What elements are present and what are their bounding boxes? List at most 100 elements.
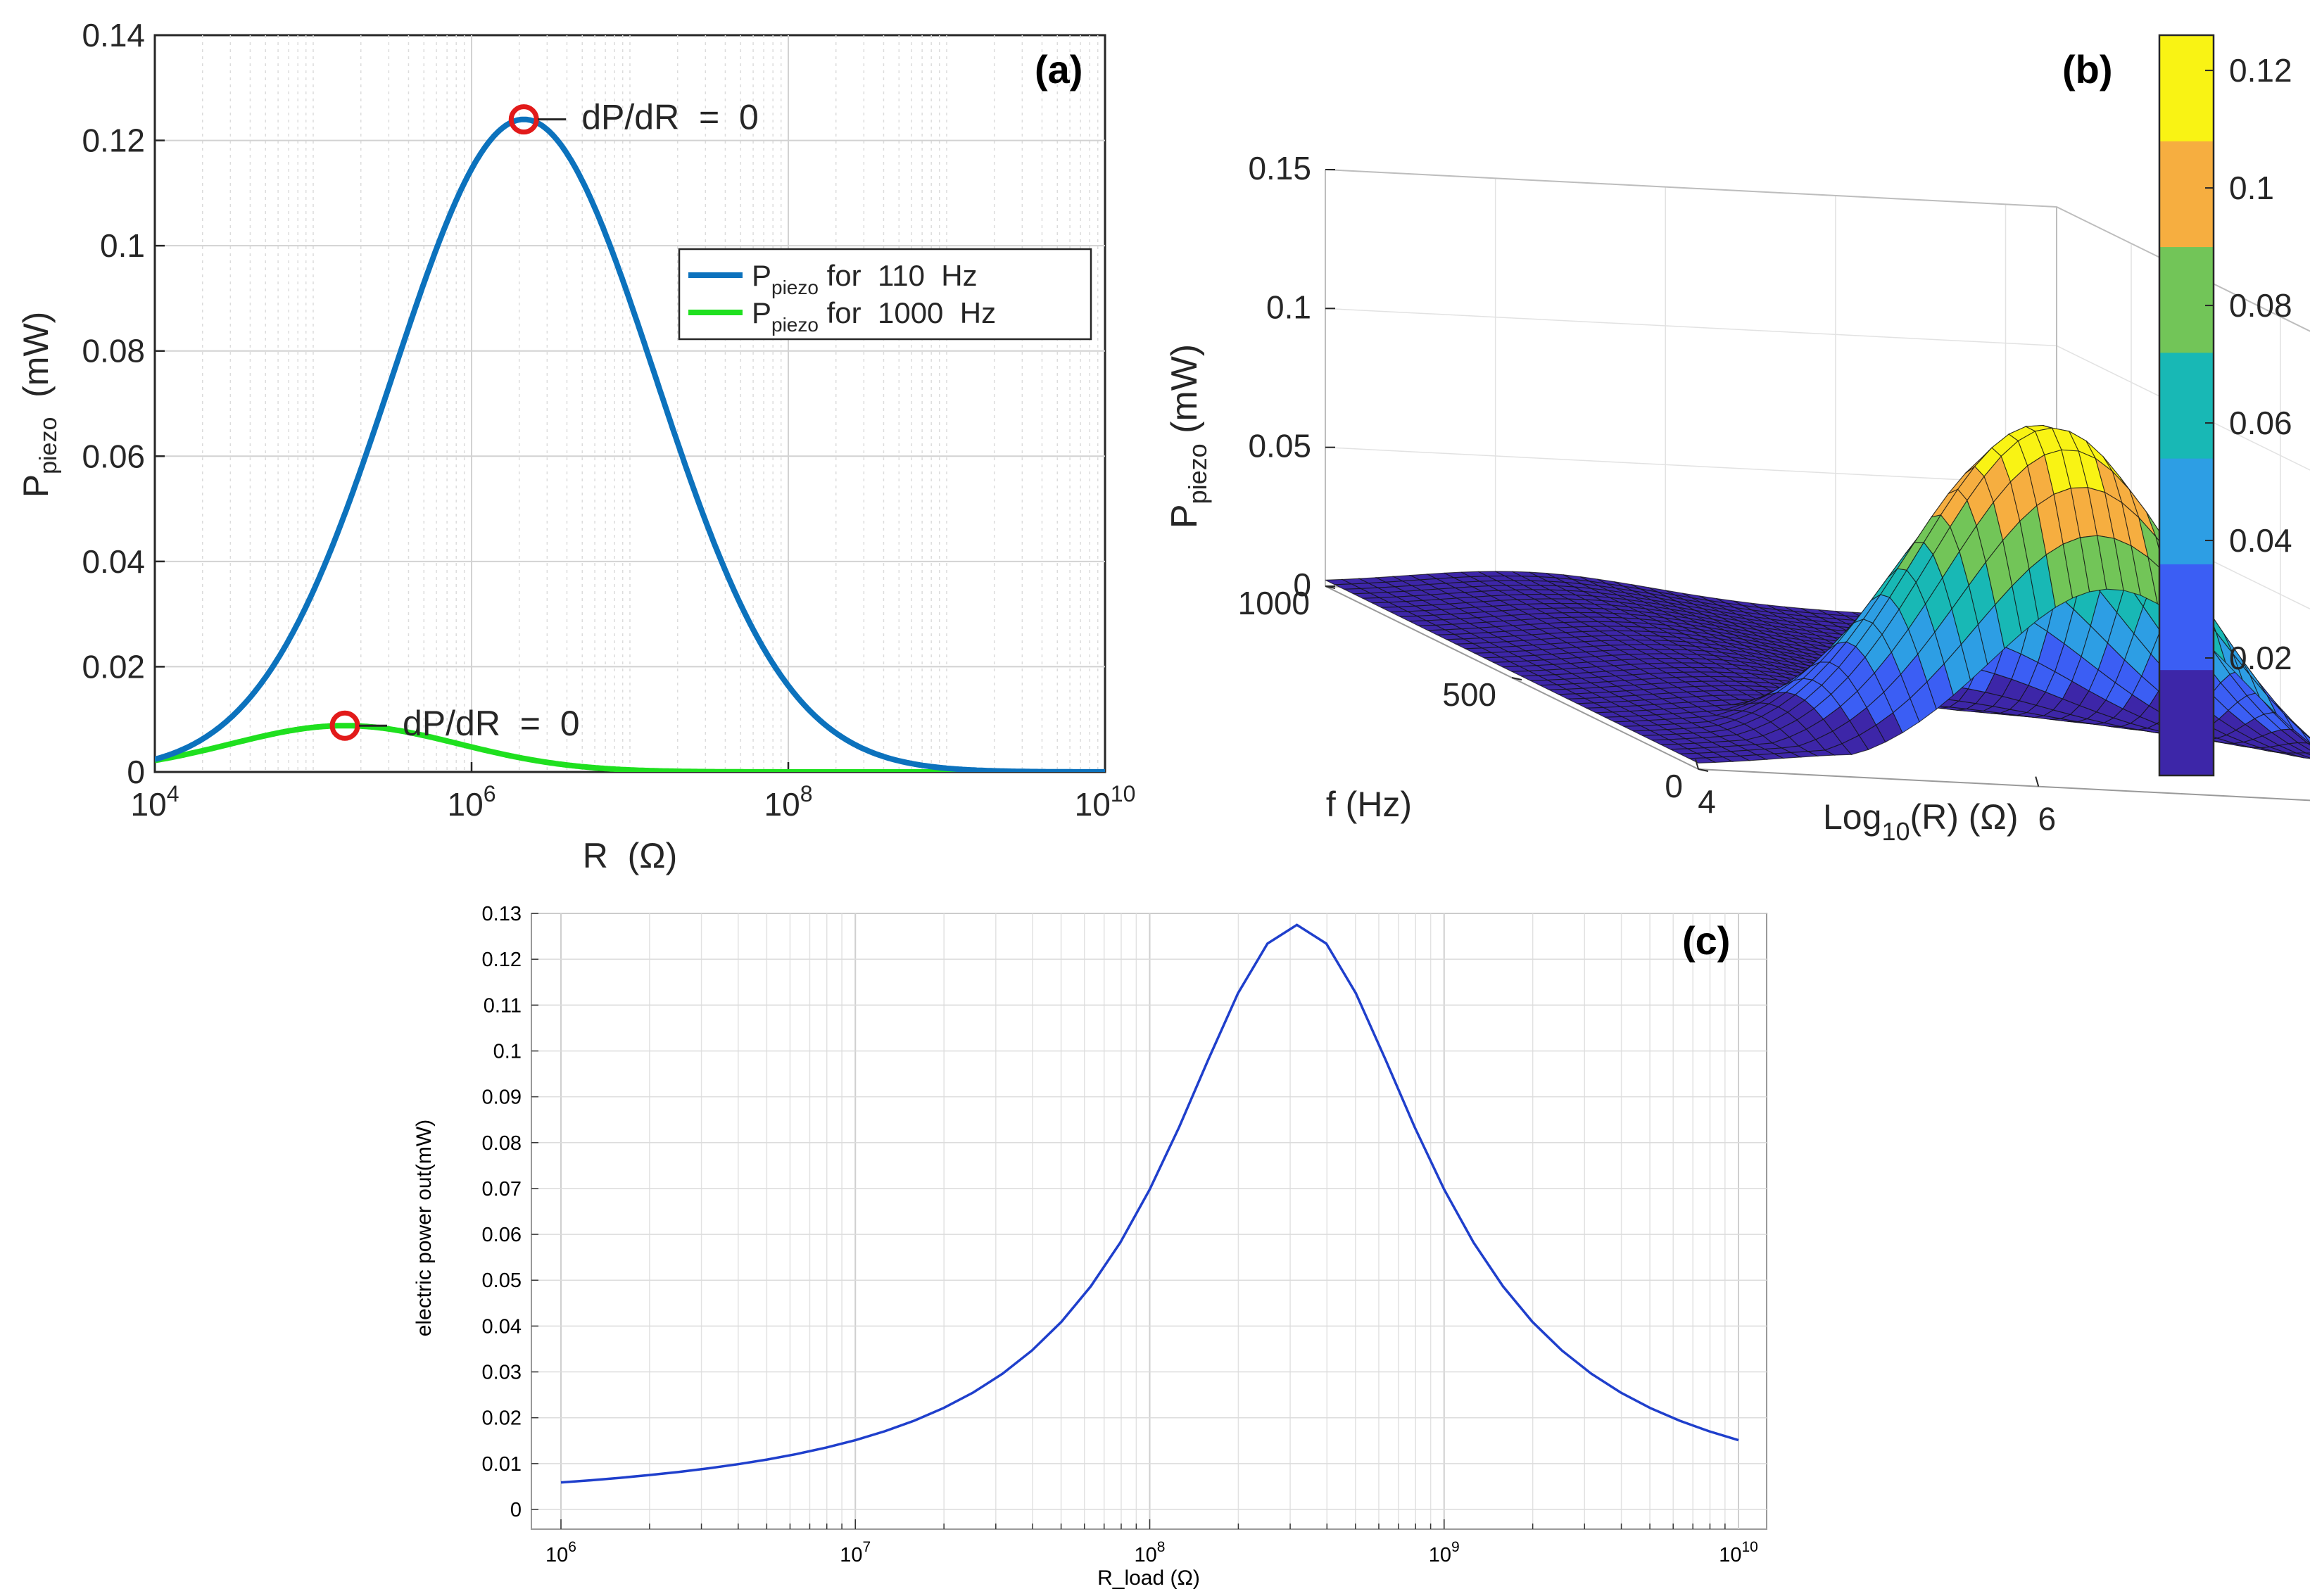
panel-a-y-axis-label: Ppiezo (mW) (16, 312, 62, 498)
panel-b-colorbar: 0.02 0.04 0.06 0.08 0.1 0.12 (2158, 34, 2292, 777)
panel-c-x-tick-label: 107 (840, 1539, 871, 1566)
panel-b-box-line (1698, 768, 2310, 802)
panel-b-box-line (1325, 308, 2057, 347)
panel-c-y-tick-label: 0.05 (482, 1269, 522, 1292)
panel-b-colorbar-band (2159, 141, 2214, 248)
panel-a-x-tick-label: 1010 (1075, 781, 1136, 823)
legend-entry-110hz: Ppiezo for 110 Hz (752, 259, 978, 298)
panel-b-label: (b) (2062, 47, 2113, 91)
panel-b-y-axis-label: f (Hz) (1326, 785, 1412, 824)
panel-a-grid (155, 35, 1105, 772)
panel-a-series-1000hz-line (155, 723, 1105, 772)
panel-b-surface-patch (2296, 742, 2310, 751)
panel-b-y-tick (1325, 585, 1336, 589)
panel-b-z-tick-label: 0 (1293, 566, 1311, 603)
panel-b-x-axis-label: Log10(R) (Ω) (1823, 797, 2018, 846)
panel-c-y-tick-label: 0.06 (482, 1224, 522, 1246)
panel-a-y-tick-label: 0.14 (82, 17, 145, 53)
panel-c-x-tick-label: 1010 (1719, 1539, 1758, 1566)
panel-b-y-tick (1511, 677, 1522, 680)
panel-c-x-axis-label: R_load (Ω) (1097, 1566, 1200, 1590)
panel-c-x-tick-label: 109 (1429, 1539, 1460, 1566)
panel-c-y-tick-label: 0.12 (482, 949, 522, 971)
panel-c-y-tick-label: 0.01 (482, 1453, 522, 1476)
panel-b-colorbar-band (2159, 246, 2214, 353)
panel-b-surface-patch (2296, 752, 2310, 759)
panel-b-z-tick-label: 0.05 (1248, 428, 1311, 464)
panel-b-x-tick (2035, 776, 2040, 787)
panel-a-y-tick-label: 0.1 (100, 227, 145, 264)
panel-a-legend: Ppiezo for 110 Hz Ppiezo for 1000 Hz (678, 248, 1092, 341)
panel-a-x-tick-label: 104 (131, 781, 179, 823)
legend-entry-1000hz: Ppiezo for 1000 Hz (752, 296, 996, 336)
panel-c-ticks: 0 0.01 0.02 0.03 0.04 0.05 0.06 0.07 0.08 0.09 0.1… (482, 903, 1758, 1566)
panel-c-y-axis-label: electric power out(mW) (412, 1120, 436, 1336)
panel-c-y-tick-label: 0.04 (482, 1315, 522, 1338)
panel-a-peak-marker-1000hz (329, 710, 360, 741)
panel-b-z-tick-label: 0.15 (1248, 150, 1311, 186)
panel-a-x-axis-label: R (Ω) (583, 836, 678, 875)
panel-a-peak-marker-110hz (508, 104, 539, 135)
panel-b-colorbar-tick-label: 0.12 (2229, 52, 2292, 89)
panel-b-colorbar-tick-label: 0.04 (2229, 522, 2292, 559)
panel-b-chart: 00.050.10.1505001000468 Ppiezo (mW) f (H… (1164, 34, 2310, 846)
panel-c-y-tick-label: 0.13 (482, 903, 522, 925)
panel-c-y-tick-label: 0.1 (493, 1040, 522, 1063)
panel-c-series-line (560, 923, 1739, 1484)
panel-c-y-tick-label: 0.02 (482, 1407, 522, 1430)
panel-c-y-tick-label: 0.03 (482, 1362, 522, 1384)
panel-b-colorbar-band (2159, 35, 2214, 141)
panel-c-y-tick-label: 0.07 (482, 1178, 522, 1201)
panel-b-colorbar-tick-label: 0.1 (2229, 170, 2274, 206)
panel-b-colorbar-band (2159, 458, 2214, 564)
panel-c-grid (531, 913, 1767, 1529)
panel-a-y-tick-label: 0.06 (82, 438, 145, 474)
panel-c-y-tick-label: 0 (510, 1499, 522, 1521)
panel-c-x-tick-label: 106 (545, 1539, 576, 1566)
panel-a-y-tick-label: 0.04 (82, 543, 145, 580)
panel-c-y-tick-label: 0.09 (482, 1087, 522, 1109)
panel-b-z-axis-label: Ppiezo (mW) (1164, 344, 1212, 528)
panel-a-y-tick-label: 0.12 (82, 122, 145, 159)
panel-a-ticks: 0 0.02 0.04 0.06 0.08 0.1 0.12 0.14 104 106 108 101… (82, 17, 1135, 823)
panel-a-annotation-1000hz: dP/dR = 0 (403, 704, 580, 743)
panel-a-x-tick-label: 106 (448, 781, 496, 823)
panel-b-surface-patch (2301, 730, 2310, 744)
panel-b-box-line (1325, 169, 2057, 208)
panel-a-chart: 0 0.02 0.04 0.06 0.08 0.1 0.12 0.14 104 106 108 101… (16, 17, 1135, 875)
panel-b-colorbar-tick-label: 0.08 (2229, 287, 2292, 324)
panel-a-series-110hz-line (155, 116, 1105, 772)
panel-a-y-tick-label: 0 (127, 754, 145, 790)
panel-b-y-tick-label: 0 (1665, 768, 1683, 804)
panel-b-colorbar-frame (2158, 34, 2215, 777)
panel-b-box-line (1325, 446, 2057, 486)
panel-b-x-tick-label: 6 (2038, 801, 2056, 837)
panel-a-annotation-110hz: dP/dR = 0 (581, 98, 759, 137)
panel-b-box-line (2056, 206, 2310, 332)
panel-c-y-tick-label: 0.08 (482, 1132, 522, 1155)
panel-a-y-tick-label: 0.08 (82, 333, 145, 369)
panel-b-ticks: 00.050.10.1505001000468 (1238, 150, 2056, 837)
panel-c-label: (c) (1682, 918, 1730, 963)
panel-b-x-tick (1695, 759, 1699, 770)
panel-b-surface-patch (2306, 742, 2310, 746)
panel-b-colorbar-band (2159, 352, 2214, 459)
panel-b-box-line (2056, 345, 2310, 471)
panel-a-x-tick-label: 108 (764, 781, 813, 823)
panel-b-colorbar-tick-label: 0.06 (2229, 405, 2292, 441)
panel-c-y-tick-label: 0.11 (484, 994, 522, 1017)
panel-a-y-tick-label: 0.02 (82, 648, 145, 685)
panel-b-colorbar-band (2159, 564, 2214, 671)
panel-c-chart: 0 0.01 0.02 0.03 0.04 0.05 0.06 0.07 0.08 0.09 0.1… (412, 903, 1767, 1590)
panel-b-colorbar-band (2159, 669, 2214, 776)
panel-b-y-tick-label: 1000 (1238, 585, 1310, 621)
panel-b-colorbar-tick-label: 0.02 (2229, 640, 2292, 676)
panel-a-label: (a) (1035, 47, 1083, 91)
panel-b-x-tick-label: 4 (1698, 783, 1716, 820)
panel-b-y-tick (1698, 768, 1709, 772)
panel-c-x-tick-label: 108 (1135, 1539, 1166, 1566)
panel-b-z-tick-label: 0.1 (1266, 289, 1311, 325)
panel-b-y-tick-label: 500 (1442, 676, 1496, 713)
panel-b-surface-patch (2305, 752, 2310, 756)
